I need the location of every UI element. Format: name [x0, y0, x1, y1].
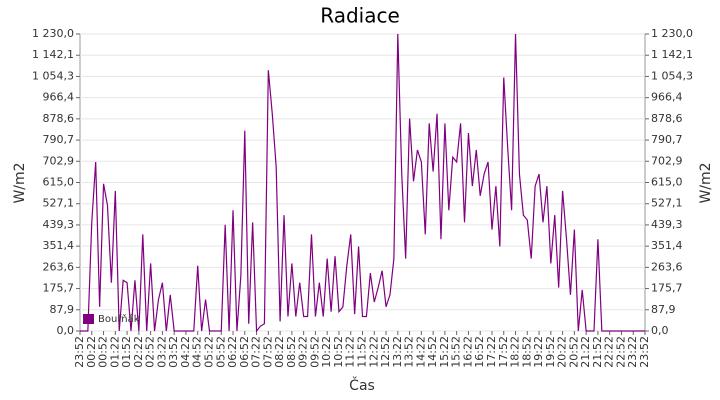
x-tick-label: 11:52: [356, 336, 369, 368]
y2-tick-label: 878,6: [651, 112, 683, 125]
y2-tick-label: 527,1: [651, 197, 683, 210]
y2-tick-label: 1 054,3: [651, 69, 693, 82]
x-tick-label: 00:52: [97, 336, 110, 368]
y-tick-label: 615,0: [43, 176, 75, 189]
x-tick-label: 02:22: [132, 336, 145, 368]
y2-axis-label: W/m2: [698, 162, 714, 203]
y2-tick-label: 615,0: [651, 176, 683, 189]
x-tick-label: 03:52: [167, 336, 180, 368]
y-tick-label: 351,4: [43, 239, 75, 252]
x-tick-label: 16:52: [473, 336, 486, 368]
x-tick-label: 16:22: [461, 336, 474, 368]
x-tick-label: 06:22: [226, 336, 239, 368]
x-tick-label: 01:22: [108, 336, 121, 368]
x-tick-label: 14:22: [414, 336, 427, 368]
x-tick-label: 11:22: [344, 336, 357, 368]
legend-swatch: [83, 314, 94, 324]
x-tick-label: 00:22: [85, 336, 98, 368]
x-tick-label: 23:22: [626, 336, 639, 368]
x-tick-label: 04:22: [179, 336, 192, 368]
x-tick-label: 21:22: [579, 336, 592, 368]
y2-tick-label: 790,7: [651, 133, 683, 146]
x-tick-label: 15:52: [450, 336, 463, 368]
y-tick-label: 1 230,0: [32, 27, 74, 40]
x-tick-label: 22:52: [614, 336, 627, 368]
x-tick-label: 05:52: [214, 336, 227, 368]
x-tick-label: 19:52: [544, 336, 557, 368]
x-tick-label: 18:22: [509, 336, 522, 368]
x-tick-label: 07:52: [261, 336, 274, 368]
y-tick-label: 175,7: [43, 282, 75, 295]
x-tick-label: 18:52: [520, 336, 533, 368]
x-tick-label: 15:22: [438, 336, 451, 368]
y-tick-label: 790,7: [43, 133, 75, 146]
x-tick-label: 04:52: [191, 336, 204, 368]
x-tick-label: 09:22: [297, 336, 310, 368]
x-tick-label: 21:52: [591, 336, 604, 368]
y2-tick-label: 1 230,0: [651, 27, 693, 40]
y-axis-label: W/m2: [12, 162, 28, 203]
x-tick-label: 06:52: [238, 336, 251, 368]
x-tick-label: 10:52: [332, 336, 345, 368]
x-tick-label: 01:52: [120, 336, 133, 368]
y-tick-label: 87,9: [50, 303, 75, 316]
y2-tick-label: 966,4: [651, 91, 683, 104]
y-tick-label: 1 142,1: [32, 48, 74, 61]
y2-tick-label: 263,6: [651, 260, 683, 273]
x-tick-label: 22:22: [603, 336, 616, 368]
x-tick-label: 08:22: [273, 336, 286, 368]
x-tick-label: 17:22: [485, 336, 498, 368]
y-tick-label: 702,9: [43, 154, 75, 167]
x-tick-label: 23:52: [73, 336, 86, 368]
x-tick-label: 08:52: [285, 336, 298, 368]
x-tick-label: 20:52: [567, 336, 580, 368]
y-tick-label: 966,4: [43, 91, 75, 104]
x-tick-label: 23:52: [638, 336, 651, 368]
x-tick-label: 05:22: [202, 336, 215, 368]
x-tick-label: 07:22: [250, 336, 263, 368]
x-tick-label: 13:22: [391, 336, 404, 368]
y-tick-label: 263,6: [43, 260, 75, 273]
y2-tick-label: 175,7: [651, 282, 683, 295]
chart-title: Radiace: [320, 4, 400, 28]
y-tick-label: 0,0: [57, 324, 75, 337]
x-tick-label: 03:22: [155, 336, 168, 368]
x-tick-label: 20:22: [556, 336, 569, 368]
y2-tick-label: 702,9: [651, 154, 683, 167]
x-tick-label: 02:52: [144, 336, 157, 368]
x-axis-label: Čas: [349, 376, 375, 394]
y-tick-label: 527,1: [43, 197, 75, 210]
x-tick-label: 13:52: [403, 336, 416, 368]
x-tick-label: 12:22: [367, 336, 380, 368]
y2-tick-label: 351,4: [651, 239, 683, 252]
y-tick-label: 878,6: [43, 112, 75, 125]
y2-tick-label: 87,9: [651, 303, 676, 316]
legend-label: Bouřňák: [98, 313, 140, 325]
x-tick-label: 17:52: [497, 336, 510, 368]
y-tick-label: 1 054,3: [32, 69, 74, 82]
y-tick-label: 439,3: [43, 218, 75, 231]
y2-tick-label: 0,0: [651, 324, 669, 337]
x-tick-label: 19:22: [532, 336, 545, 368]
x-tick-label: 09:52: [308, 336, 321, 368]
x-tick-label: 12:52: [379, 336, 392, 368]
y2-tick-label: 1 142,1: [651, 48, 693, 61]
x-tick-label: 14:52: [426, 336, 439, 368]
series-line: [80, 33, 645, 333]
x-tick-label: 10:22: [320, 336, 333, 368]
y2-tick-label: 439,3: [651, 218, 683, 231]
